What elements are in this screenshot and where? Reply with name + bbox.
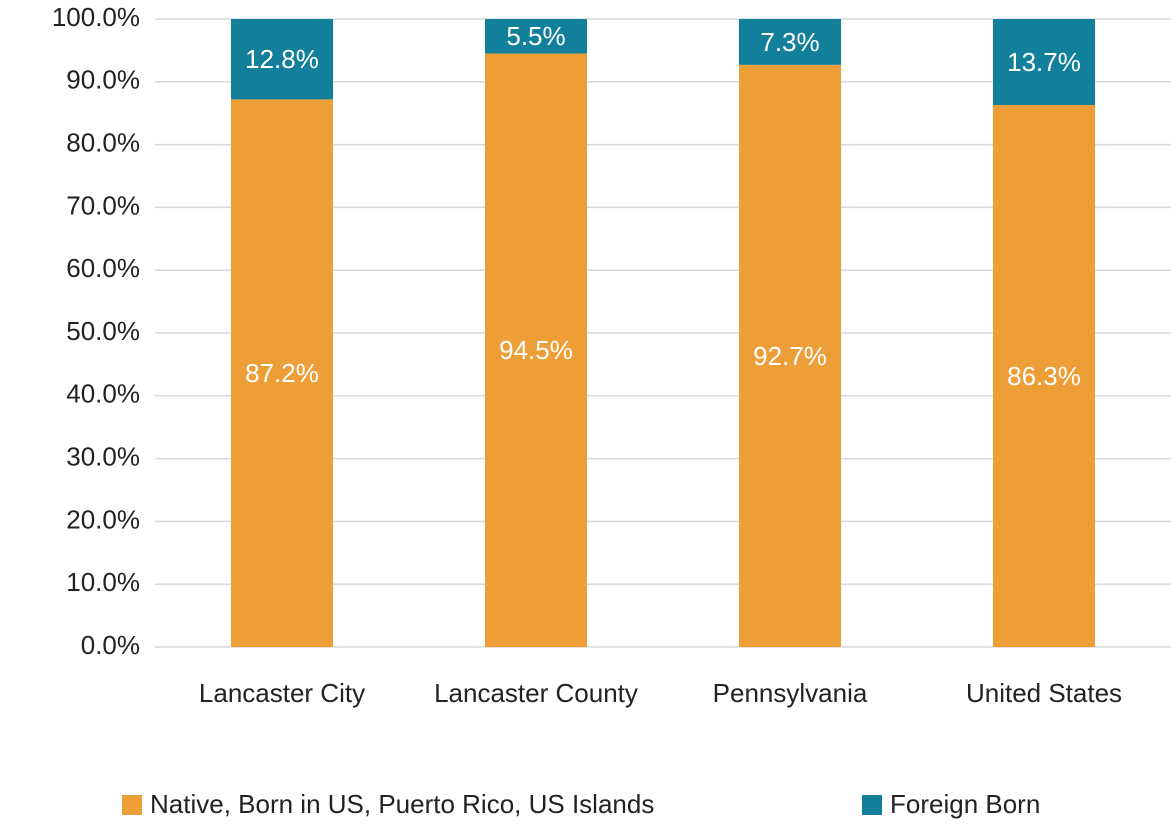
- x-tick-label: Lancaster City: [199, 678, 365, 708]
- x-tick-label: Pennsylvania: [713, 678, 868, 708]
- bar-segment: [739, 64, 841, 648]
- data-label: 7.3%: [760, 27, 819, 57]
- data-label: 87.2%: [245, 358, 319, 388]
- x-tick-label: Lancaster County: [434, 678, 638, 708]
- y-tick-label: 40.0%: [66, 379, 140, 409]
- bar-segment: [993, 105, 1095, 647]
- y-tick-label: 30.0%: [66, 441, 140, 471]
- data-label: 13.7%: [1007, 47, 1081, 77]
- x-tick-label: United States: [966, 678, 1122, 708]
- y-tick-label: 50.0%: [66, 316, 140, 346]
- bar-segment: [231, 99, 333, 647]
- legend-label: Foreign Born: [890, 789, 1040, 819]
- data-label: 92.7%: [753, 341, 827, 371]
- legend-swatch: [862, 795, 882, 815]
- y-tick-label: 0.0%: [81, 630, 140, 660]
- bar-segment: [231, 19, 333, 100]
- y-tick-label: 80.0%: [66, 127, 140, 157]
- y-tick-label: 60.0%: [66, 253, 140, 283]
- y-tick-label: 100.0%: [52, 2, 140, 32]
- bar-segment: [993, 19, 1095, 106]
- bar-segment: [485, 19, 587, 54]
- y-tick-label: 70.0%: [66, 190, 140, 220]
- y-tick-label: 90.0%: [66, 65, 140, 95]
- data-label: 12.8%: [245, 44, 319, 74]
- data-label: 5.5%: [506, 21, 565, 51]
- bar-segment: [485, 53, 587, 648]
- data-label: 86.3%: [1007, 361, 1081, 391]
- y-tick-label: 20.0%: [66, 504, 140, 534]
- bar-segment: [739, 19, 841, 65]
- data-label: 94.5%: [499, 335, 573, 365]
- legend-swatch: [122, 795, 142, 815]
- y-tick-label: 10.0%: [66, 567, 140, 597]
- legend-label: Native, Born in US, Puerto Rico, US Isla…: [150, 789, 654, 819]
